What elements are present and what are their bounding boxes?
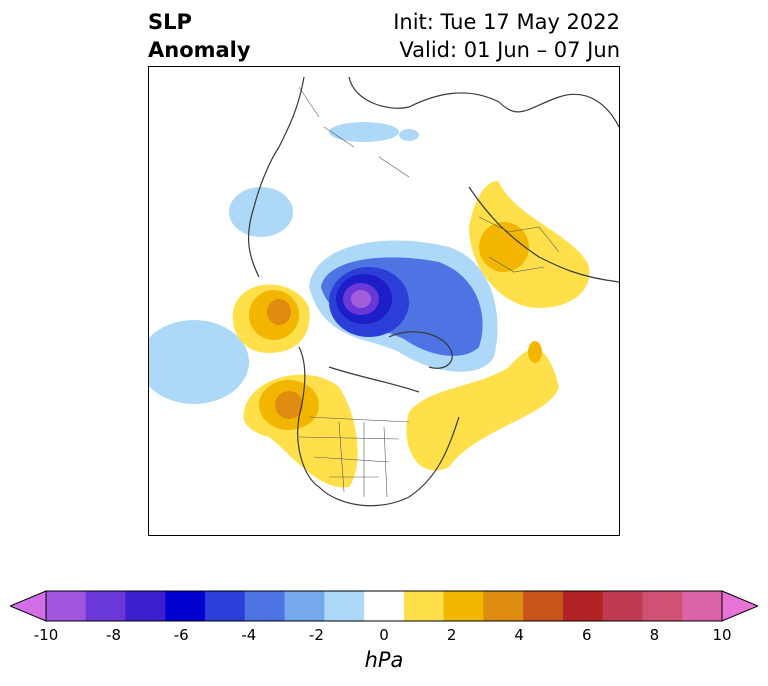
- high-anomaly-atlantic-light: [406, 349, 559, 471]
- slp-anomaly-map: [149, 76, 619, 507]
- colorbar-swatch: [165, 591, 206, 621]
- coast-west-asia: [248, 76, 305, 278]
- europe-borders: [478, 216, 560, 273]
- us-state-verticals: [338, 421, 388, 498]
- low-anomaly-north: [329, 122, 399, 142]
- colorbar-tick-label: 0: [379, 626, 389, 644]
- coast-north-asia: [348, 76, 619, 128]
- colorbar-tick-label: 10: [712, 626, 732, 644]
- colorbar-border: [45, 590, 723, 622]
- high-anomaly-atlantic-mid: [528, 341, 542, 363]
- colorbar-swatch: [284, 591, 325, 621]
- coast-canada: [328, 366, 420, 393]
- high-anomaly-siberia-mid: [479, 222, 529, 272]
- colorbar-tick-label: 2: [446, 626, 457, 644]
- title-line-anomaly: Anomaly: [148, 38, 251, 62]
- map-panel: [148, 66, 620, 536]
- colorbar-swatch: [642, 591, 683, 621]
- colorbar-swatch: [483, 591, 524, 621]
- colorbar-swatch: [205, 591, 246, 621]
- colorbar-swatch: [85, 591, 127, 621]
- low-anomaly-center: [351, 290, 371, 308]
- colorbar-tick-labels: -10 -8 -6 -4 -2 0 2 4 6 8 10: [0, 626, 768, 646]
- us-state-lines: [298, 416, 410, 478]
- colorbar-tick-label: -10: [33, 626, 59, 644]
- coastlines: [248, 76, 619, 507]
- colorbar-tick-label: 4: [514, 626, 524, 644]
- colorbar: [8, 590, 760, 622]
- anomaly-fields: [149, 122, 590, 488]
- colorbar-svg: [8, 590, 760, 622]
- colorbar-swatch: [443, 591, 484, 621]
- colorbar-swatch: [46, 591, 87, 621]
- coast-north-america: [297, 346, 460, 507]
- coast-greenland: [388, 331, 453, 369]
- title-line-slp: SLP: [148, 10, 192, 34]
- low-anomaly-west: [229, 187, 293, 237]
- colorbar-tick-label: -2: [308, 626, 324, 644]
- colorbar-unit: hPa: [364, 648, 404, 672]
- colorbar-tick-label: 8: [649, 626, 660, 644]
- colorbar-tick-label: -8: [106, 626, 122, 644]
- colorbar-swatch: [364, 591, 405, 621]
- borders: [298, 86, 560, 498]
- map-title: SLP Anomaly: [148, 8, 251, 64]
- high-anomaly-siberia-light: [469, 181, 590, 308]
- coast-east-asia: [468, 186, 619, 283]
- colorbar-tick-label: -6: [173, 626, 189, 644]
- colorbar-tick-label: -4: [241, 626, 257, 644]
- map-subtitle: Init: Tue 17 May 2022 Valid: 01 Jun – 07…: [393, 8, 620, 64]
- colorbar-extend-max: [721, 590, 760, 622]
- high-anomaly-nw-strong: [267, 299, 291, 325]
- high-anomaly-west-coast-strong: [275, 391, 303, 419]
- colorbar-extend-min: [8, 590, 47, 622]
- colorbar-swatch: [324, 591, 365, 621]
- colorbar-swatch: [403, 591, 445, 621]
- asia-borders: [298, 86, 410, 178]
- colorbar-tick-label: 6: [582, 626, 592, 644]
- colorbar-swatch: [125, 591, 166, 621]
- valid-range: Valid: 01 Jun – 07 Jun: [399, 38, 620, 62]
- colorbar-swatch: [682, 591, 723, 621]
- low-anomaly-small: [399, 129, 419, 141]
- low-anomaly-pacific: [149, 320, 249, 404]
- init-date: Init: Tue 17 May 2022: [393, 10, 620, 34]
- colorbar-swatch: [562, 591, 604, 621]
- colorbar-swatch: [244, 591, 286, 621]
- colorbar-swatch: [602, 591, 643, 621]
- colorbar-swatch: [523, 591, 564, 621]
